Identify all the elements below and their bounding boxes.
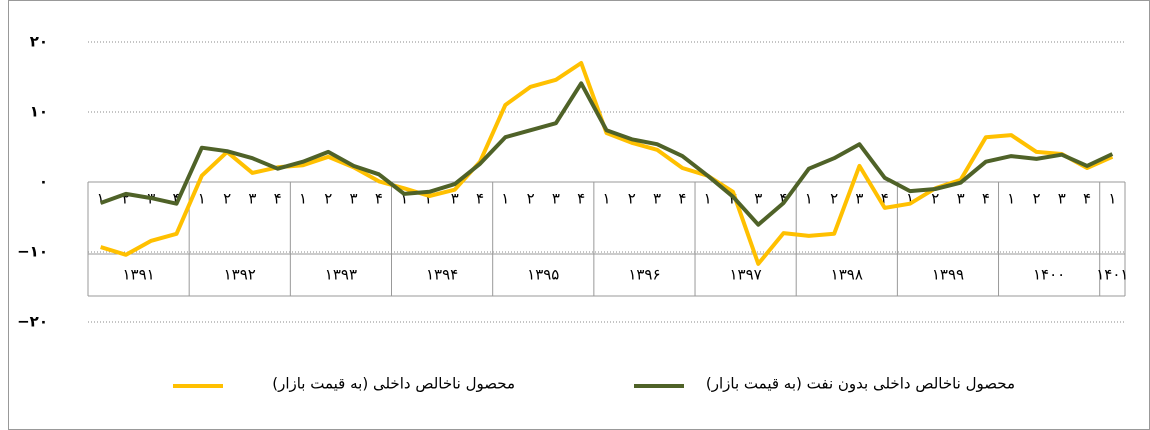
quarter-label: ۳ — [350, 190, 358, 208]
quarter-label: ۴ — [780, 190, 788, 208]
quarter-label: ۲ — [527, 190, 535, 208]
quarter-label: ۱ — [1007, 190, 1015, 208]
quarter-label: ۳ — [248, 190, 256, 208]
year-label: ۱۳۹۴ — [426, 266, 458, 284]
quarter-label: ۴ — [375, 190, 383, 208]
quarter-label: ۳ — [552, 190, 560, 208]
year-label: ۱۳۹۹ — [932, 266, 964, 284]
legend-label: محصول ناخالص داخلی (به قیمت بازار) — [272, 375, 515, 393]
quarter-label: ۳ — [1058, 190, 1066, 208]
quarter-label: ۱ — [501, 190, 509, 208]
quarter-label: ۳ — [855, 190, 863, 208]
quarter-label: ۴ — [274, 190, 282, 208]
y-tick-label: −۱۰ — [17, 243, 48, 261]
year-label: ۱۳۹۱ — [122, 266, 154, 284]
quarter-label: ۴ — [577, 190, 585, 208]
y-tick-label: ۱۰ — [30, 103, 48, 121]
legend-label: محصول ناخالص داخلی بدون نفت (به قیمت باز… — [706, 375, 1015, 393]
y-tick-label: ۰ — [39, 173, 48, 191]
quarter-label: ۲ — [122, 190, 130, 208]
quarter-label: ۱ — [198, 190, 206, 208]
quarter-label: ۴ — [678, 190, 686, 208]
quarter-label: ۴ — [881, 190, 889, 208]
year-label: ۱۳۹۷ — [729, 266, 761, 284]
year-label: ۱۳۹۳ — [325, 266, 357, 284]
quarter-label: ۱ — [602, 190, 610, 208]
quarter-label: ۴ — [982, 190, 990, 208]
quarter-label: ۱ — [97, 190, 105, 208]
quarter-label: ۲ — [1032, 190, 1040, 208]
quarter-label: ۳ — [653, 190, 661, 208]
quarter-label: ۲ — [223, 190, 231, 208]
year-label: ۱۳۹۲ — [224, 266, 256, 284]
quarter-label: ۲ — [628, 190, 636, 208]
quarter-label: ۴ — [476, 190, 484, 208]
quarter-label: ۱ — [906, 190, 914, 208]
quarter-label: ۳ — [754, 190, 762, 208]
quarter-label: ۱ — [400, 190, 408, 208]
quarter-label: ۳ — [957, 190, 965, 208]
year-label: ۱۴۰۰ — [1033, 266, 1065, 284]
quarter-label: ۲ — [931, 190, 939, 208]
y-tick-label: ۲۰ — [30, 33, 48, 51]
y-tick-label: −۲۰ — [17, 313, 48, 331]
quarter-label: ۲ — [425, 190, 433, 208]
year-label: ۱۴۰۱ — [1096, 266, 1128, 284]
quarter-label: ۳ — [451, 190, 459, 208]
quarter-label: ۴ — [1083, 190, 1091, 208]
quarter-label: ۴ — [172, 190, 180, 208]
quarter-label: ۱ — [1108, 190, 1116, 208]
quarter-label: ۱ — [704, 190, 712, 208]
year-label: ۱۳۹۸ — [831, 266, 863, 284]
series-line — [100, 61, 1114, 266]
series-line — [99, 81, 1114, 227]
quarter-label: ۲ — [830, 190, 838, 208]
quarter-label: ۱ — [299, 190, 307, 208]
quarter-label: ۱ — [805, 190, 813, 208]
year-label: ۱۳۹۵ — [527, 266, 559, 284]
quarter-label: ۲ — [324, 190, 332, 208]
year-label: ۱۳۹۶ — [628, 266, 660, 284]
